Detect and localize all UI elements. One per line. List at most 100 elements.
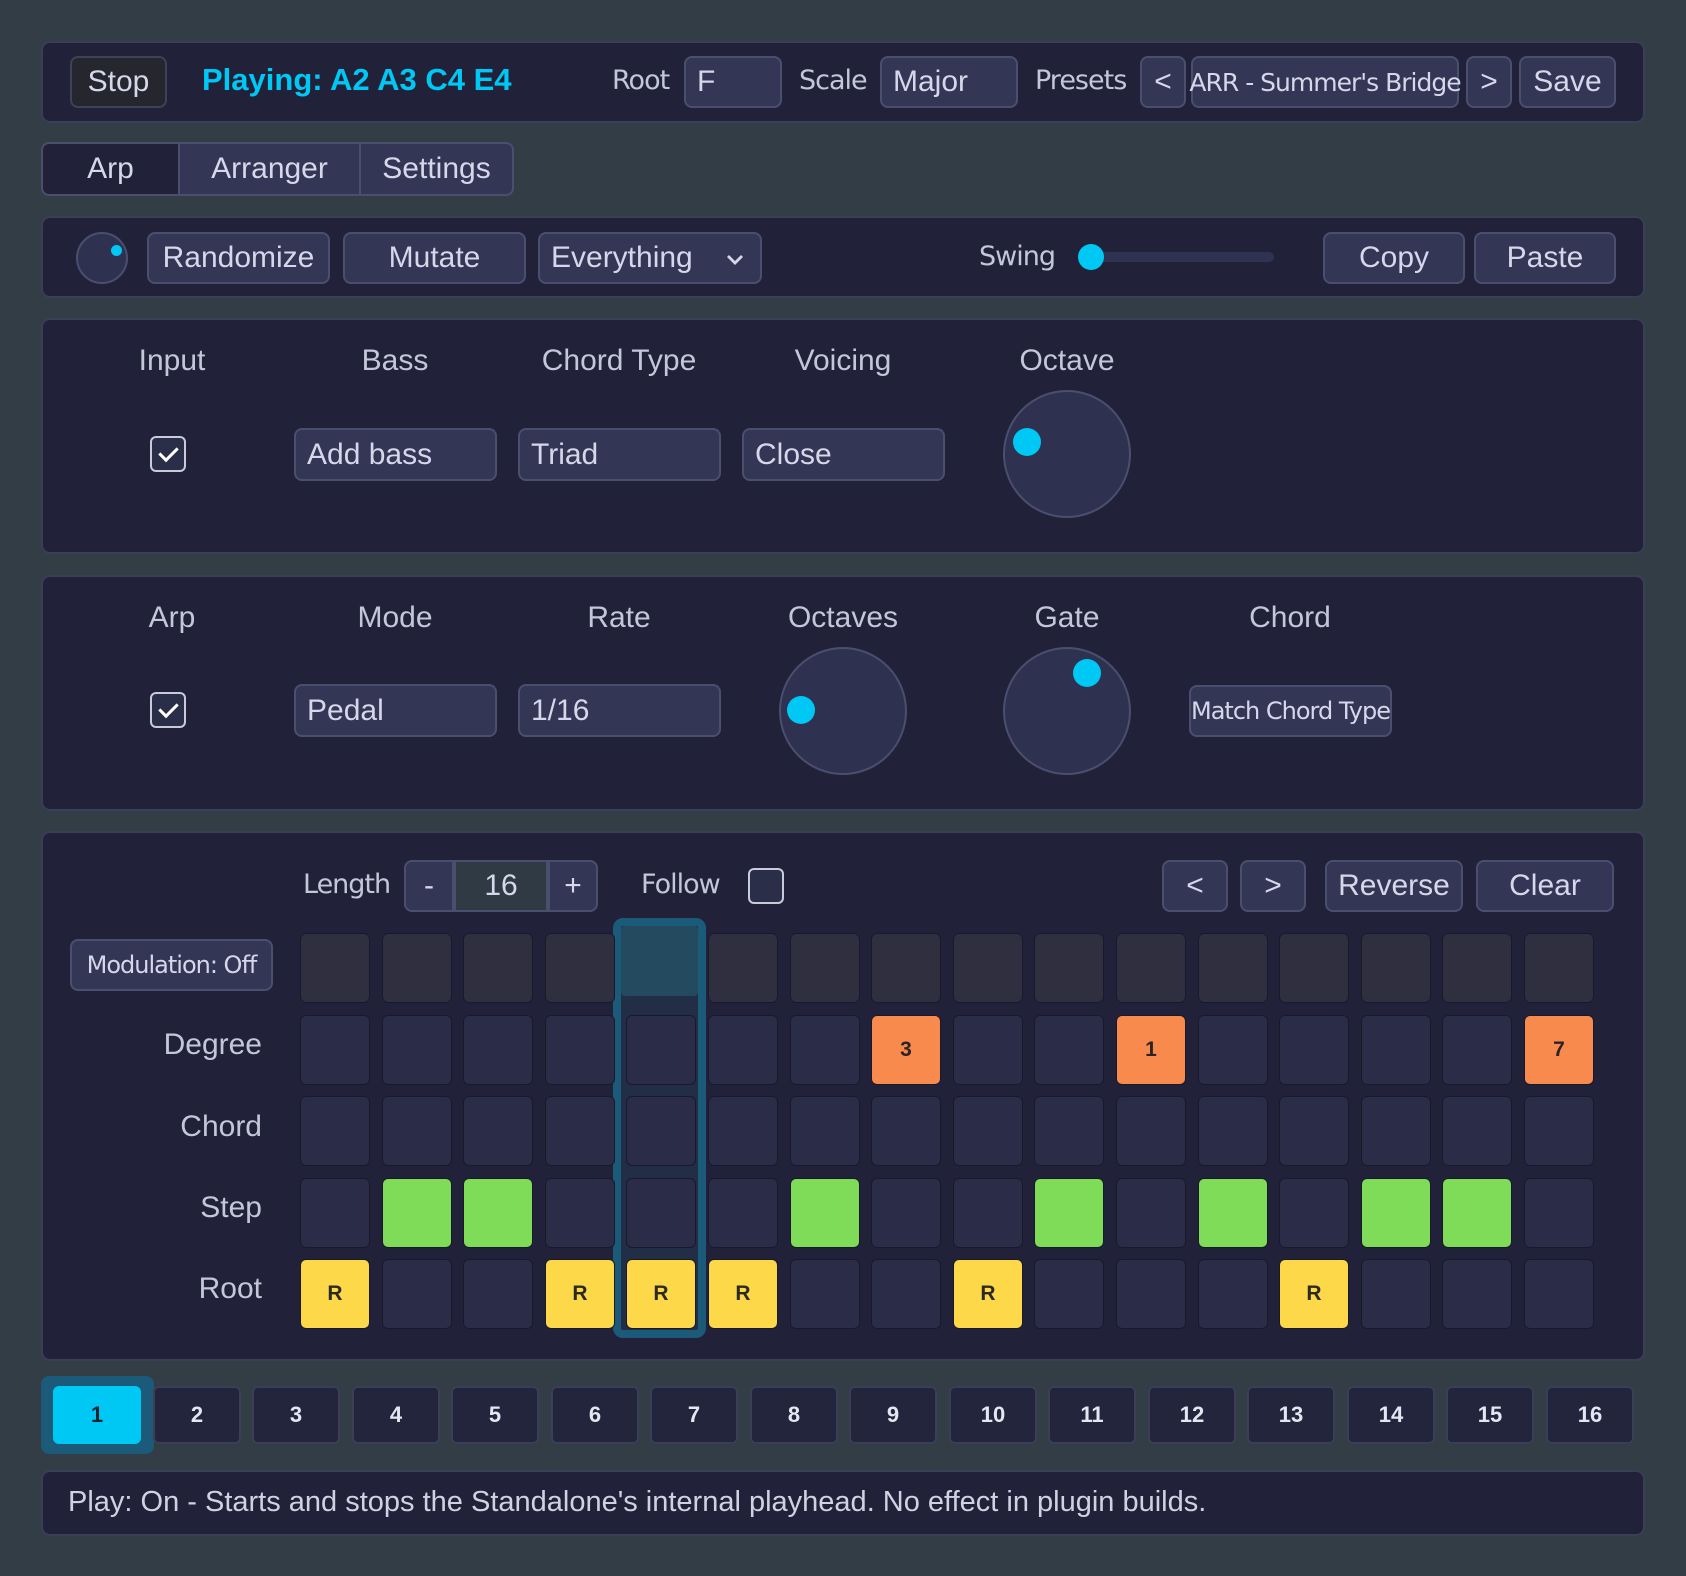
step-cell[interactable] xyxy=(382,1178,452,1248)
degree-cell[interactable] xyxy=(463,1015,533,1085)
root-cell[interactable] xyxy=(1524,1259,1594,1329)
step-cell[interactable] xyxy=(871,1178,941,1248)
step-cell[interactable] xyxy=(1116,1178,1186,1248)
chord-cell[interactable] xyxy=(953,1096,1023,1166)
stop-button[interactable]: Stop xyxy=(70,56,167,108)
paste-button[interactable]: Paste xyxy=(1474,232,1616,284)
chord-cell[interactable] xyxy=(626,1096,696,1166)
save-button[interactable]: Save xyxy=(1519,56,1616,108)
voicing-select[interactable]: Close xyxy=(742,428,945,481)
pattern-button[interactable]: 11 xyxy=(1048,1386,1136,1444)
chord-cell[interactable] xyxy=(1198,1096,1268,1166)
pattern-button[interactable]: 8 xyxy=(750,1386,838,1444)
step-cell[interactable] xyxy=(1034,1178,1104,1248)
degree-cell[interactable] xyxy=(1361,1015,1431,1085)
modulation-cell[interactable] xyxy=(1279,933,1349,1003)
degree-cell[interactable] xyxy=(708,1015,778,1085)
modulation-cell[interactable] xyxy=(1361,933,1431,1003)
reverse-button[interactable]: Reverse xyxy=(1325,860,1463,912)
step-cell[interactable] xyxy=(463,1178,533,1248)
pattern-button[interactable]: 5 xyxy=(451,1386,539,1444)
degree-cell[interactable] xyxy=(382,1015,452,1085)
chord-cell[interactable] xyxy=(1279,1096,1349,1166)
chord-cell[interactable] xyxy=(708,1096,778,1166)
chord-cell[interactable] xyxy=(871,1096,941,1166)
chord-cell[interactable] xyxy=(382,1096,452,1166)
swing-slider-track[interactable] xyxy=(1092,252,1274,262)
pattern-button[interactable]: 10 xyxy=(949,1386,1037,1444)
degree-cell[interactable] xyxy=(953,1015,1023,1085)
copy-button[interactable]: Copy xyxy=(1323,232,1465,284)
root-cell[interactable] xyxy=(871,1259,941,1329)
root-cell[interactable] xyxy=(1116,1259,1186,1329)
mutate-button[interactable]: Mutate xyxy=(343,232,526,284)
preset-prev-button[interactable]: < xyxy=(1140,56,1186,108)
step-cell[interactable] xyxy=(626,1178,696,1248)
shift-right-button[interactable]: > xyxy=(1240,860,1306,912)
modulation-cell[interactable] xyxy=(1198,933,1268,1003)
length-decrease-button[interactable]: - xyxy=(404,860,454,912)
step-cell[interactable] xyxy=(1361,1178,1431,1248)
chord-cell[interactable] xyxy=(300,1096,370,1166)
pattern-button[interactable]: 12 xyxy=(1148,1386,1236,1444)
length-increase-button[interactable]: + xyxy=(548,860,598,912)
root-select[interactable]: F xyxy=(684,56,782,108)
randomize-button[interactable]: Randomize xyxy=(147,232,330,284)
pattern-button[interactable]: 7 xyxy=(650,1386,738,1444)
preset-next-button[interactable]: > xyxy=(1466,56,1512,108)
step-cell[interactable] xyxy=(300,1178,370,1248)
modulation-cell[interactable] xyxy=(1116,933,1186,1003)
shift-left-button[interactable]: < xyxy=(1162,860,1228,912)
octaves-knob[interactable] xyxy=(779,647,907,775)
tab-settings[interactable]: Settings xyxy=(359,142,514,196)
root-cell[interactable]: R xyxy=(1279,1259,1349,1329)
chord-cell[interactable] xyxy=(790,1096,860,1166)
step-cell[interactable] xyxy=(545,1178,615,1248)
swing-slider-thumb[interactable] xyxy=(1078,244,1104,270)
degree-cell[interactable] xyxy=(300,1015,370,1085)
modulation-cell[interactable] xyxy=(463,933,533,1003)
chord-type-select[interactable]: Triad xyxy=(518,428,721,481)
pattern-button[interactable]: 1 xyxy=(53,1386,141,1444)
degree-cell[interactable] xyxy=(1034,1015,1104,1085)
modulation-cell[interactable] xyxy=(790,933,860,1003)
arp-checkbox[interactable] xyxy=(150,692,186,728)
mode-select[interactable]: Pedal xyxy=(294,684,497,737)
pattern-button[interactable]: 14 xyxy=(1347,1386,1435,1444)
degree-cell[interactable] xyxy=(1279,1015,1349,1085)
clear-button[interactable]: Clear xyxy=(1476,860,1614,912)
chord-cell[interactable] xyxy=(1442,1096,1512,1166)
tab-arranger[interactable]: Arranger xyxy=(178,142,361,196)
pattern-button[interactable]: 6 xyxy=(551,1386,639,1444)
tab-arp[interactable]: Arp xyxy=(41,142,180,196)
gate-knob[interactable] xyxy=(1003,647,1131,775)
modulation-cell[interactable] xyxy=(1524,933,1594,1003)
step-cell[interactable] xyxy=(1279,1178,1349,1248)
chord-cell[interactable] xyxy=(1116,1096,1186,1166)
modulation-toggle-button[interactable]: Modulation: Off xyxy=(70,939,273,991)
chord-cell[interactable] xyxy=(1361,1096,1431,1166)
degree-cell[interactable] xyxy=(545,1015,615,1085)
root-cell[interactable]: R xyxy=(300,1259,370,1329)
pattern-button[interactable]: 15 xyxy=(1446,1386,1534,1444)
chord-cell[interactable] xyxy=(1034,1096,1104,1166)
rate-select[interactable]: 1/16 xyxy=(518,684,721,737)
degree-cell[interactable] xyxy=(790,1015,860,1085)
length-value-field[interactable]: 16 xyxy=(454,860,548,912)
random-amount-knob[interactable] xyxy=(76,232,128,284)
modulation-cell[interactable] xyxy=(1442,933,1512,1003)
modulation-cell[interactable] xyxy=(300,933,370,1003)
step-cell[interactable] xyxy=(708,1178,778,1248)
modulation-cell[interactable] xyxy=(708,933,778,1003)
octave-knob[interactable] xyxy=(1003,390,1131,518)
bass-select[interactable]: Add bass xyxy=(294,428,497,481)
chord-cell[interactable] xyxy=(1524,1096,1594,1166)
randomize-target-select[interactable]: Everything xyxy=(538,232,762,284)
modulation-cell[interactable] xyxy=(382,933,452,1003)
pattern-button[interactable]: 9 xyxy=(849,1386,937,1444)
modulation-cell[interactable] xyxy=(953,933,1023,1003)
root-cell[interactable] xyxy=(463,1259,533,1329)
modulation-cell[interactable] xyxy=(871,933,941,1003)
chord-cell[interactable] xyxy=(545,1096,615,1166)
root-cell[interactable] xyxy=(1361,1259,1431,1329)
